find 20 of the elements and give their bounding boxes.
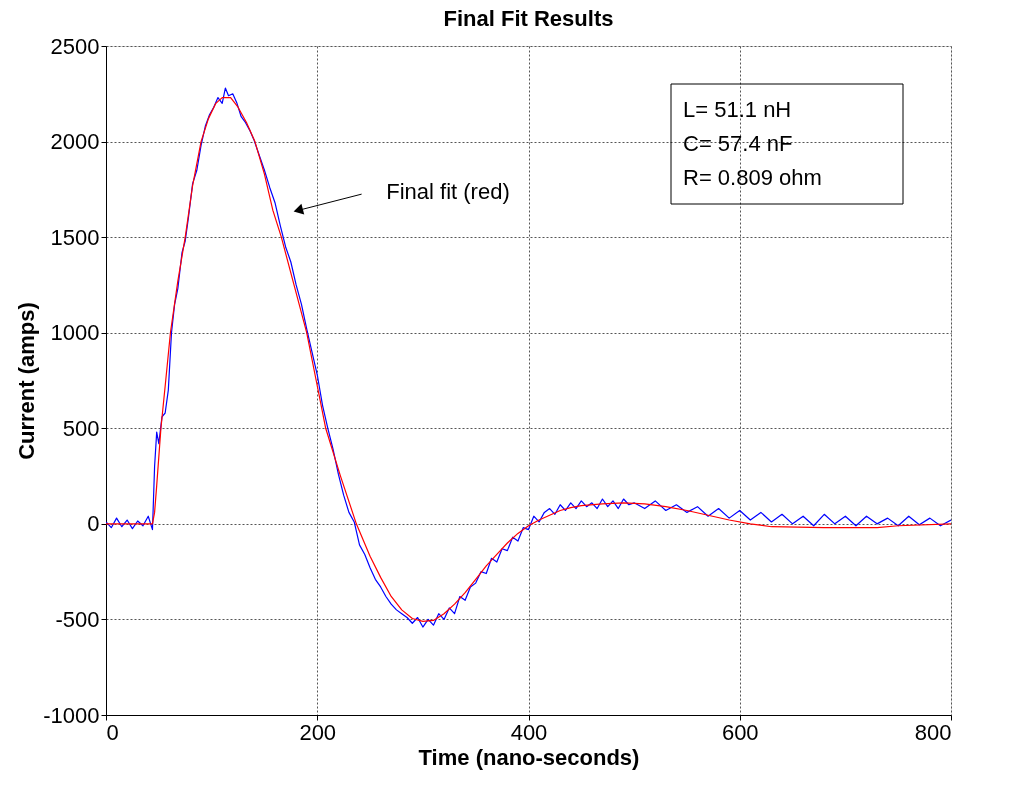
y-tick-label: 500 [62,415,100,441]
annotation: R= 0.809 ohm [683,165,822,190]
x-tick-label: 400 [510,719,548,745]
annotation: Final fit (red) [386,179,510,205]
y-tick-label: 0 [87,511,100,537]
x-axis-title: Time (nano-seconds) [418,744,640,770]
annotation: L= 51.1 nH [683,97,792,122]
y-tick-label: -1000 [43,702,100,728]
y-axis-title: Current (amps) [14,302,40,460]
x-tick-label: 800 [914,719,952,745]
y-tick-label: 2000 [50,129,100,155]
y-tick-label: 1500 [50,224,100,250]
x-tick-label: 600 [721,719,759,745]
chart-title: Final Fit Results [443,6,614,31]
x-tick-label: 200 [299,719,337,745]
y-tick-label: -500 [55,606,100,632]
x-tick-label: 0 [106,719,119,745]
annotation: C= 57.4 nF [683,131,793,156]
y-tick-label: 2500 [50,33,100,59]
y-tick-label: 1000 [50,320,100,346]
